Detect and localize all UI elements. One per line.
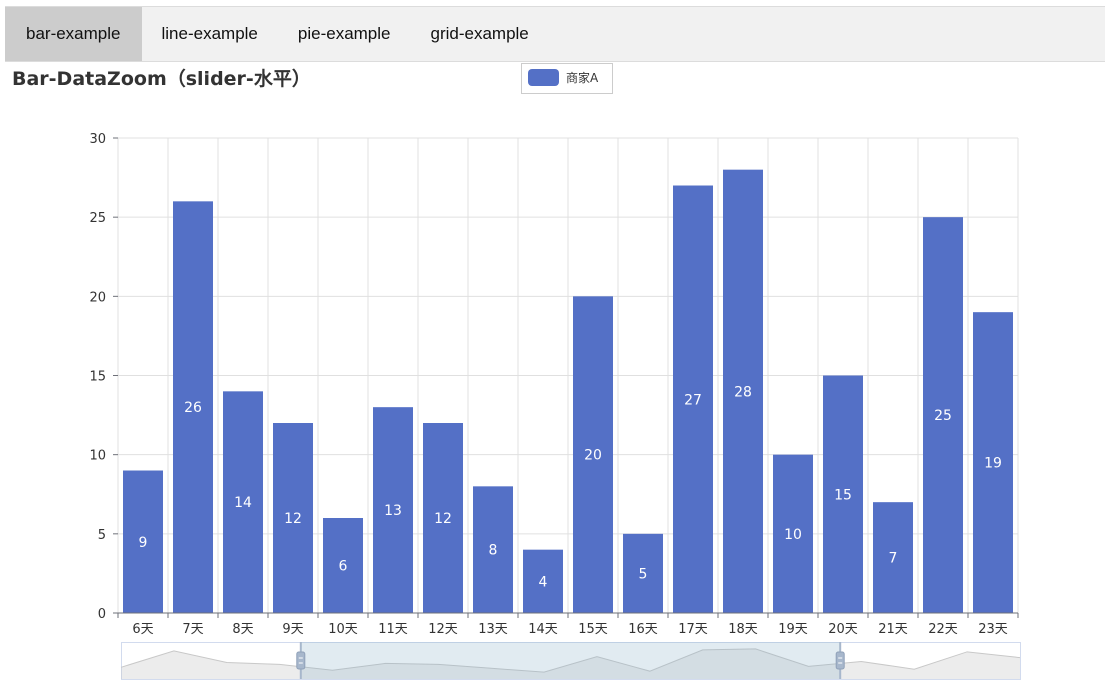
x-tick-label: 18天 bbox=[728, 622, 758, 637]
chart-title: Bar-DataZoom（slider-水平） bbox=[12, 67, 311, 90]
y-tick-label: 10 bbox=[89, 449, 106, 464]
bar bbox=[823, 375, 863, 613]
data-label: 12 bbox=[284, 511, 302, 527]
data-label: 12 bbox=[434, 511, 452, 527]
bar bbox=[523, 549, 563, 613]
data-label: 13 bbox=[384, 503, 402, 519]
data-label: 9 bbox=[139, 535, 148, 551]
legend-label: 商家A bbox=[566, 70, 599, 85]
axes: 0 5 10 15 20 25 30 6天 7天 8天 9天 10天 11天 12天 13天 14天 15天 16… bbox=[89, 132, 1019, 637]
bar bbox=[573, 296, 613, 613]
tab-bar: bar-example line-example pie-example gri… bbox=[5, 6, 1105, 62]
x-tick-label: 19天 bbox=[778, 622, 808, 637]
data-zoom-slider[interactable] bbox=[120, 642, 1021, 680]
y-tick-label: 30 bbox=[89, 132, 106, 147]
y-tick-label: 20 bbox=[89, 290, 106, 305]
tab-pie-example[interactable]: pie-example bbox=[297, 24, 391, 43]
x-tick-label: 13天 bbox=[478, 622, 508, 637]
tab-grid-example[interactable]: grid-example bbox=[430, 24, 529, 43]
data-label: 4 bbox=[539, 574, 548, 590]
bar bbox=[623, 533, 663, 613]
zoom-track bbox=[121, 642, 1021, 680]
x-tick-label: 12天 bbox=[428, 622, 458, 637]
y-tick-label: 15 bbox=[89, 370, 106, 385]
data-label: 19 bbox=[984, 456, 1002, 472]
bar bbox=[173, 201, 213, 614]
data-label: 28 bbox=[734, 384, 752, 400]
data-label: 10 bbox=[784, 527, 802, 543]
bar bbox=[673, 185, 713, 613]
y-tick-label: 25 bbox=[89, 211, 106, 226]
zoom-handle-left[interactable] bbox=[296, 651, 306, 670]
bar bbox=[123, 470, 163, 613]
data-label: 6 bbox=[339, 559, 348, 575]
x-tick-label: 20天 bbox=[828, 622, 858, 637]
data-label: 7 bbox=[889, 551, 898, 567]
x-tick-label: 7天 bbox=[182, 622, 203, 637]
x-tick-label: 16天 bbox=[628, 622, 658, 637]
x-tick-label: 22天 bbox=[928, 622, 958, 637]
bar bbox=[423, 423, 463, 613]
x-tick-label: 11天 bbox=[378, 622, 408, 637]
x-tick-label: 15天 bbox=[578, 622, 608, 637]
bar bbox=[273, 423, 313, 613]
bar bbox=[723, 169, 763, 613]
data-labels: 9 26 14 12 6 13 12 8 4 20 5 27 28 10 15 7 25 19 bbox=[139, 384, 1002, 590]
y-tick-label: 5 bbox=[98, 528, 106, 543]
zoom-preview-area bbox=[121, 648, 1020, 679]
x-tick-label: 10天 bbox=[328, 622, 358, 637]
data-label: 20 bbox=[584, 448, 602, 464]
zoom-preview-line bbox=[120, 648, 1021, 673]
zoom-handle-right[interactable] bbox=[835, 651, 845, 670]
bar bbox=[923, 217, 963, 613]
y-tick-label: 0 bbox=[98, 607, 106, 622]
bar bbox=[873, 502, 913, 613]
data-label: 15 bbox=[834, 487, 852, 503]
x-tick-label: 9天 bbox=[282, 622, 303, 637]
data-label: 5 bbox=[639, 566, 648, 582]
bar bbox=[223, 391, 263, 613]
zoom-selection bbox=[300, 642, 841, 679]
bar bbox=[973, 312, 1013, 613]
bars bbox=[123, 169, 1013, 614]
legend-swatch bbox=[528, 69, 559, 86]
data-label: 25 bbox=[934, 408, 952, 424]
tab-line-example[interactable]: line-example bbox=[161, 24, 258, 43]
data-label: 14 bbox=[234, 495, 252, 511]
bar bbox=[473, 486, 513, 613]
bar bbox=[323, 518, 363, 613]
legend[interactable]: 商家A bbox=[521, 63, 613, 94]
x-tick-label: 14天 bbox=[528, 622, 558, 637]
data-label: 26 bbox=[184, 400, 202, 416]
x-tick-label: 21天 bbox=[878, 622, 908, 637]
x-tick-label: 23天 bbox=[978, 622, 1008, 637]
x-tick-label: 8天 bbox=[232, 622, 253, 637]
bar bbox=[373, 407, 413, 613]
data-label: 8 bbox=[489, 543, 498, 559]
bar bbox=[773, 454, 813, 613]
tab-bar-example[interactable]: bar-example bbox=[5, 7, 142, 61]
x-tick-label: 17天 bbox=[678, 622, 708, 637]
data-label: 27 bbox=[684, 392, 702, 408]
x-tick-label: 6天 bbox=[132, 622, 153, 637]
